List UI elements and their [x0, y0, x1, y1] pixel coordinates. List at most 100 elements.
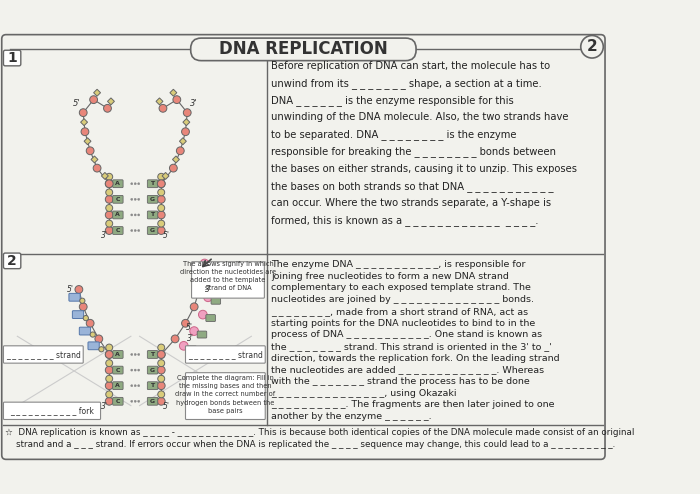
Circle shape — [131, 214, 133, 216]
Polygon shape — [80, 119, 88, 125]
FancyBboxPatch shape — [197, 331, 206, 338]
Text: 2: 2 — [7, 254, 17, 268]
Text: C: C — [116, 197, 120, 202]
Text: 5': 5' — [163, 402, 170, 411]
FancyBboxPatch shape — [1, 35, 605, 459]
Circle shape — [106, 189, 113, 196]
Text: A: A — [116, 352, 120, 357]
Circle shape — [190, 303, 198, 311]
Text: the nucleotides are added _ _ _ _ _ _ _ _ _ _ _ _ _. Whereas: the nucleotides are added _ _ _ _ _ _ _ … — [272, 366, 545, 374]
Circle shape — [159, 104, 167, 112]
Text: C: C — [116, 228, 120, 233]
Circle shape — [158, 220, 164, 227]
Text: the bases on both strands so that DNA _ _ _ _ _ _ _ _ _ _ _: the bases on both strands so that DNA _ … — [272, 181, 554, 192]
Circle shape — [105, 397, 113, 405]
Circle shape — [134, 230, 136, 232]
FancyBboxPatch shape — [148, 382, 158, 390]
Text: formed, this is known as a _ _ _ _ _ _ _ _ _ _ _ _  _ _ _ _.: formed, this is known as a _ _ _ _ _ _ _… — [272, 215, 539, 226]
Text: A: A — [116, 383, 120, 388]
Circle shape — [134, 353, 136, 356]
Text: 2: 2 — [587, 39, 597, 54]
Circle shape — [106, 173, 113, 180]
Text: T: T — [150, 383, 155, 388]
Circle shape — [138, 183, 140, 185]
Circle shape — [105, 366, 113, 374]
Text: the _ _ _ _ _ _ _ strand. This strand is oriented in the 3' to _': the _ _ _ _ _ _ _ strand. This strand is… — [272, 342, 552, 351]
Circle shape — [131, 400, 133, 402]
Circle shape — [158, 196, 165, 203]
Text: unwinding of the DNA molecule. Also, the two strands have: unwinding of the DNA molecule. Also, the… — [272, 112, 569, 122]
Polygon shape — [102, 172, 108, 179]
FancyBboxPatch shape — [113, 196, 123, 203]
Text: strand of DNA: strand of DNA — [204, 285, 251, 291]
FancyBboxPatch shape — [4, 402, 101, 419]
Text: 3': 3' — [187, 334, 194, 343]
Text: Complete the diagram: Fill in: Complete the diagram: Fill in — [177, 375, 274, 381]
Circle shape — [158, 173, 164, 180]
Circle shape — [106, 344, 113, 351]
Circle shape — [106, 205, 113, 211]
Circle shape — [106, 220, 113, 227]
Circle shape — [131, 183, 133, 185]
Polygon shape — [91, 156, 98, 163]
Circle shape — [131, 353, 133, 356]
Circle shape — [138, 369, 140, 371]
FancyBboxPatch shape — [187, 346, 196, 353]
FancyBboxPatch shape — [113, 227, 123, 235]
Polygon shape — [170, 89, 177, 96]
Text: starting points for the DNA nucleotides to bind to in the: starting points for the DNA nucleotides … — [272, 319, 536, 328]
FancyBboxPatch shape — [148, 397, 158, 405]
Text: ☆  DNA replication is known as _ _ _ _ - _ _ _ _ _ _ _ _ _ _ _. This is because : ☆ DNA replication is known as _ _ _ _ - … — [5, 428, 635, 437]
Text: G: G — [150, 399, 155, 404]
Text: T: T — [150, 181, 155, 186]
Circle shape — [105, 180, 113, 188]
Text: process of DNA _ _ _ _ _ _ _ _ _ _ _. One stand is known as: process of DNA _ _ _ _ _ _ _ _ _ _ _. On… — [272, 330, 542, 339]
FancyBboxPatch shape — [148, 211, 158, 219]
Circle shape — [138, 230, 140, 232]
Circle shape — [172, 335, 179, 343]
Circle shape — [158, 375, 164, 382]
Circle shape — [81, 128, 89, 136]
Circle shape — [169, 164, 177, 172]
Circle shape — [131, 230, 133, 232]
FancyBboxPatch shape — [79, 327, 90, 335]
FancyBboxPatch shape — [88, 342, 99, 350]
Polygon shape — [183, 119, 190, 125]
Circle shape — [95, 335, 103, 343]
Circle shape — [158, 189, 164, 196]
FancyBboxPatch shape — [148, 196, 158, 203]
Circle shape — [105, 382, 113, 390]
Circle shape — [79, 303, 87, 311]
Polygon shape — [162, 172, 169, 179]
FancyBboxPatch shape — [4, 253, 21, 269]
Circle shape — [176, 147, 184, 155]
Text: 3': 3' — [204, 285, 211, 294]
Circle shape — [131, 385, 133, 387]
Circle shape — [106, 375, 113, 382]
FancyBboxPatch shape — [148, 351, 158, 358]
FancyBboxPatch shape — [192, 262, 265, 298]
Polygon shape — [156, 98, 163, 105]
Circle shape — [134, 183, 136, 185]
Circle shape — [105, 196, 113, 203]
Circle shape — [99, 347, 104, 352]
Circle shape — [134, 198, 136, 201]
Circle shape — [131, 369, 133, 371]
Circle shape — [90, 96, 97, 104]
Circle shape — [138, 385, 140, 387]
Text: G: G — [150, 197, 155, 202]
Circle shape — [158, 180, 165, 188]
FancyBboxPatch shape — [148, 227, 158, 235]
Text: unwind from its _ _ _ _ _ _ _ shape, a section at a time.: unwind from its _ _ _ _ _ _ _ shape, a s… — [272, 78, 542, 89]
Circle shape — [93, 164, 101, 172]
FancyBboxPatch shape — [148, 180, 158, 188]
Circle shape — [83, 316, 88, 321]
Circle shape — [105, 227, 113, 235]
Circle shape — [181, 128, 190, 136]
Text: DNA _ _ _ _ _ _ is the enzyme responsible for this: DNA _ _ _ _ _ _ is the enzyme responsibl… — [272, 95, 514, 106]
Text: direction the nucleotides are: direction the nucleotides are — [180, 269, 276, 275]
Text: A: A — [116, 212, 120, 217]
Circle shape — [158, 382, 165, 390]
Circle shape — [183, 109, 191, 117]
Text: 5': 5' — [186, 323, 193, 332]
